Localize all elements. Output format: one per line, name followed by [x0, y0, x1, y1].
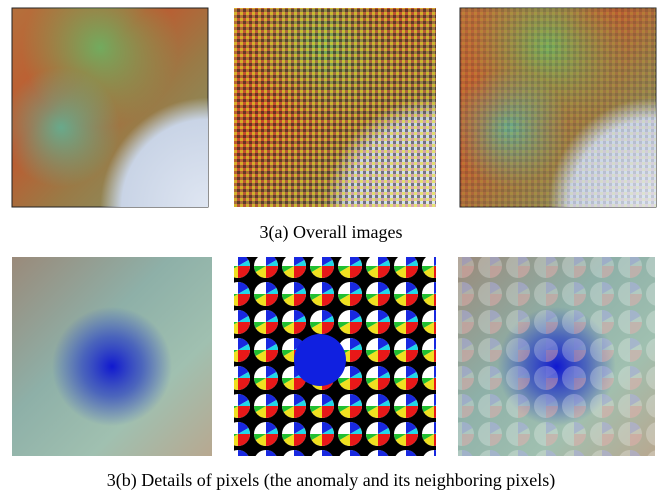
image-restored: [460, 8, 656, 207]
image-noisy: [234, 8, 436, 207]
caption-overall: 3(a) Overall images: [260, 222, 403, 243]
detail-restored: [458, 257, 655, 456]
figure: 3(a) Overall images 3(b) Details of pixe…: [0, 0, 663, 496]
detail-original: [12, 257, 212, 456]
detail-noisy: [234, 257, 436, 456]
image-original: [12, 8, 208, 207]
caption-details: 3(b) Details of pixels (the anomaly and …: [107, 470, 555, 491]
